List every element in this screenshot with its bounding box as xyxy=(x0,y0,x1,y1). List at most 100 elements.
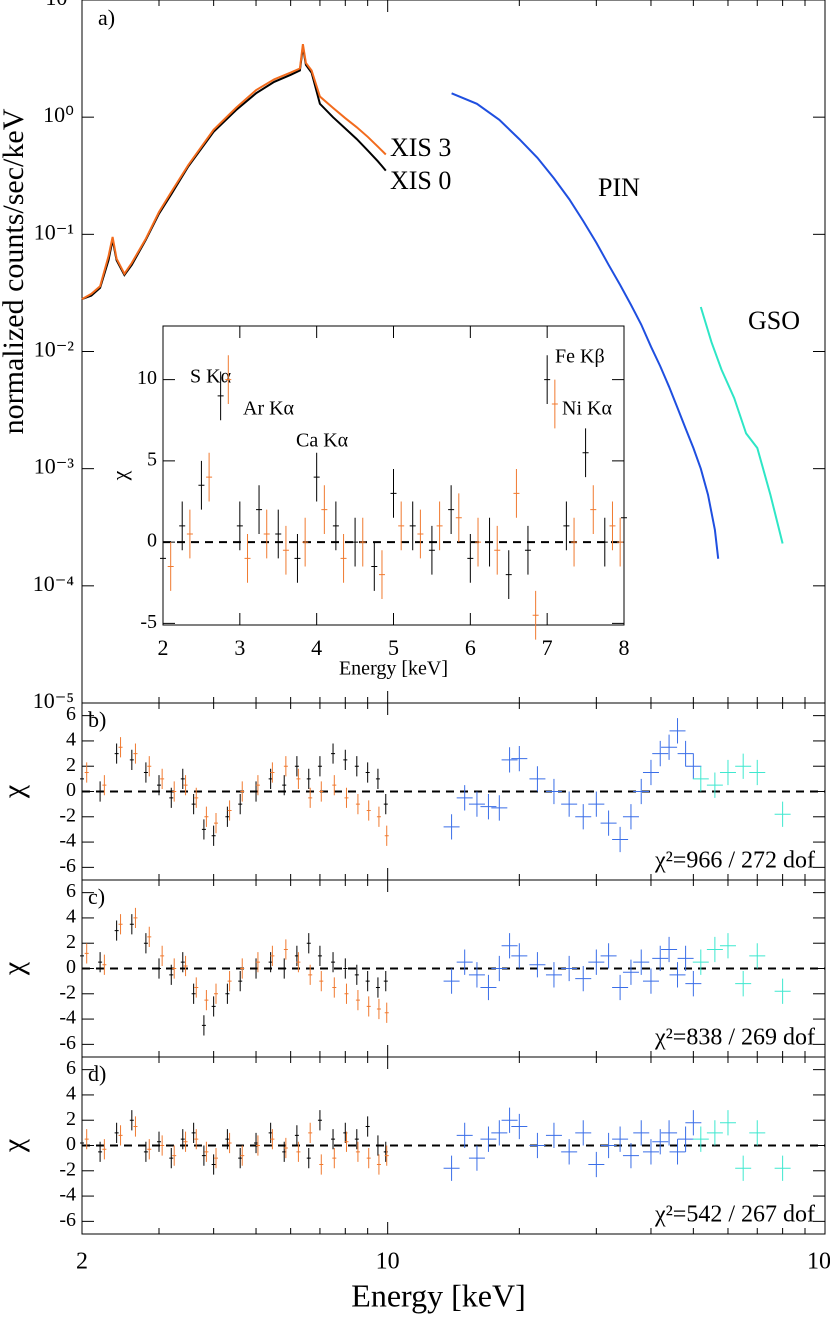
residual-point xyxy=(468,1145,485,1171)
residual-point xyxy=(80,1132,84,1154)
residual-point xyxy=(321,485,328,534)
residual-point xyxy=(240,1145,245,1166)
residual-point xyxy=(622,959,639,985)
residual-point xyxy=(167,542,174,591)
residual-point xyxy=(294,534,301,583)
y-tick-label: 10⁻⁴ xyxy=(33,571,75,596)
residual-point xyxy=(169,964,174,985)
residual-point xyxy=(244,534,251,583)
residual-point xyxy=(263,509,270,559)
residual-point xyxy=(677,945,694,972)
residual-point xyxy=(283,939,288,960)
residual-point xyxy=(225,1129,230,1150)
residual-point xyxy=(183,1131,188,1152)
residual-point xyxy=(365,1116,370,1137)
residual-point xyxy=(98,952,103,973)
residual-point xyxy=(80,945,84,966)
residual-point xyxy=(398,501,405,551)
residual-point xyxy=(612,1126,629,1152)
residual-point xyxy=(677,1126,694,1152)
fit-statistic: χ²=838 / 269 dof xyxy=(654,1025,815,1051)
panel: -6 -4 -2 0 2 4 6 2 10 100 d) χ²=542 / 267 dof χ Energ… xyxy=(0,1056,830,1313)
residual-point xyxy=(114,920,119,941)
residual-point xyxy=(270,945,275,966)
residual-point xyxy=(236,501,243,551)
residual-point xyxy=(204,1141,209,1162)
residual-point xyxy=(306,768,311,789)
residual-point xyxy=(375,1135,380,1156)
residual-point xyxy=(443,1155,460,1181)
residual-point xyxy=(84,1129,89,1150)
residual-point xyxy=(383,971,388,992)
residual-point xyxy=(354,964,359,985)
x-tick-label: 5 xyxy=(388,635,399,660)
residual-point xyxy=(191,983,196,1004)
line-annotation: S Kα xyxy=(190,366,232,388)
residual-point xyxy=(302,517,309,567)
residual-point xyxy=(133,907,138,929)
residual-point xyxy=(749,759,766,786)
residual-point xyxy=(774,801,791,827)
line-annotation: Ni Kα xyxy=(562,398,612,420)
residual-point xyxy=(491,1120,508,1146)
residual-point xyxy=(282,958,287,979)
residual-point xyxy=(255,775,260,796)
residual-point xyxy=(296,952,301,973)
residual-point xyxy=(609,501,616,551)
residual-point xyxy=(612,826,629,853)
residual-point xyxy=(366,800,371,821)
residual-point xyxy=(206,452,213,502)
residual-point xyxy=(186,509,193,559)
line-annotation: Ca Kα xyxy=(296,430,349,452)
residual-point xyxy=(147,926,152,948)
y-axis-label: normalized counts/sec/keV xyxy=(0,108,30,434)
residual-point xyxy=(143,933,148,954)
residual-point xyxy=(344,1131,349,1152)
panel: -6 -4 -2 0 2 4 6 b) χ²=966 / 272 dof χ xyxy=(0,702,826,881)
residual-point xyxy=(238,794,243,815)
y-tick-label: -4 xyxy=(59,1007,76,1029)
residual-point xyxy=(204,989,209,1011)
residual-point xyxy=(194,787,199,808)
residual-point xyxy=(417,509,424,559)
x-tick-label: 10 xyxy=(376,1249,400,1275)
residual-point xyxy=(561,955,578,982)
spectrum-line xyxy=(699,306,784,544)
residual-point xyxy=(468,791,485,817)
y-tick-label: -6 xyxy=(59,1032,76,1054)
residual-point xyxy=(383,794,388,815)
residual-point xyxy=(612,974,629,1001)
residual-point xyxy=(133,743,138,764)
residual-point xyxy=(669,1139,686,1165)
residual-point xyxy=(652,945,669,972)
residual-point xyxy=(661,936,678,963)
x-axis-label: Energy [keV] xyxy=(351,1277,525,1313)
series-label: XIS 0 xyxy=(390,166,451,195)
x-tick-label: 7 xyxy=(542,635,553,660)
x-tick-label: 100 xyxy=(807,1249,830,1275)
residual-point xyxy=(204,806,209,827)
residual-point xyxy=(561,791,578,817)
residual-point xyxy=(355,794,360,815)
residual-point xyxy=(319,781,324,802)
residual-point xyxy=(294,1125,299,1146)
residual-point xyxy=(354,756,359,777)
y-tick-label: 6 xyxy=(66,703,76,725)
residual-point xyxy=(622,1142,639,1169)
y-tick-label: 6 xyxy=(66,1057,76,1079)
residual-point xyxy=(545,962,562,988)
residual-point xyxy=(343,958,348,979)
y-tick-label: 2 xyxy=(66,1108,76,1130)
residual-point xyxy=(183,775,188,796)
series-label: XIS 3 xyxy=(390,133,451,162)
panel-label: d) xyxy=(88,1061,106,1086)
residual-point xyxy=(685,1110,702,1136)
residual-point xyxy=(600,810,617,836)
residual-point xyxy=(294,756,299,777)
residual-point xyxy=(735,753,752,779)
residual-point xyxy=(749,1120,766,1146)
residual-point xyxy=(355,989,360,1011)
x-tick-label: 4 xyxy=(311,635,322,660)
residual-point xyxy=(633,1120,650,1146)
